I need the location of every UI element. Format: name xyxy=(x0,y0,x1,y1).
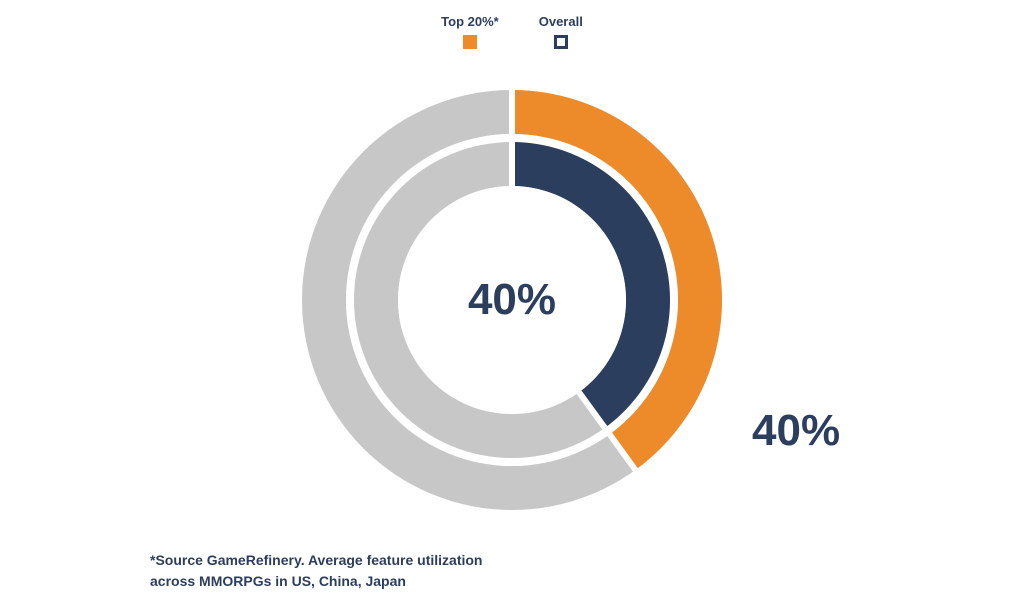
chart-canvas: Top 20%* Overall 40% 40% *Source GameRef… xyxy=(0,0,1024,614)
legend: Top 20%* Overall xyxy=(0,14,1024,49)
legend-item-overall: Overall xyxy=(539,14,583,49)
legend-label-overall: Overall xyxy=(539,14,583,29)
center-value-label: 40% xyxy=(468,275,556,325)
donut-chart: 40% xyxy=(282,70,742,530)
footnote-line2: across MMORPGs in US, China, Japan xyxy=(150,573,406,589)
legend-item-top20: Top 20%* xyxy=(441,14,499,49)
source-footnote: *Source GameRefinery. Average feature ut… xyxy=(150,550,482,592)
footnote-line1: *Source GameRefinery. Average feature ut… xyxy=(150,552,482,568)
outer-value-label: 40% xyxy=(752,406,840,456)
legend-label-top20: Top 20%* xyxy=(441,14,499,29)
legend-swatch-top20 xyxy=(463,35,477,49)
legend-swatch-overall xyxy=(554,35,568,49)
